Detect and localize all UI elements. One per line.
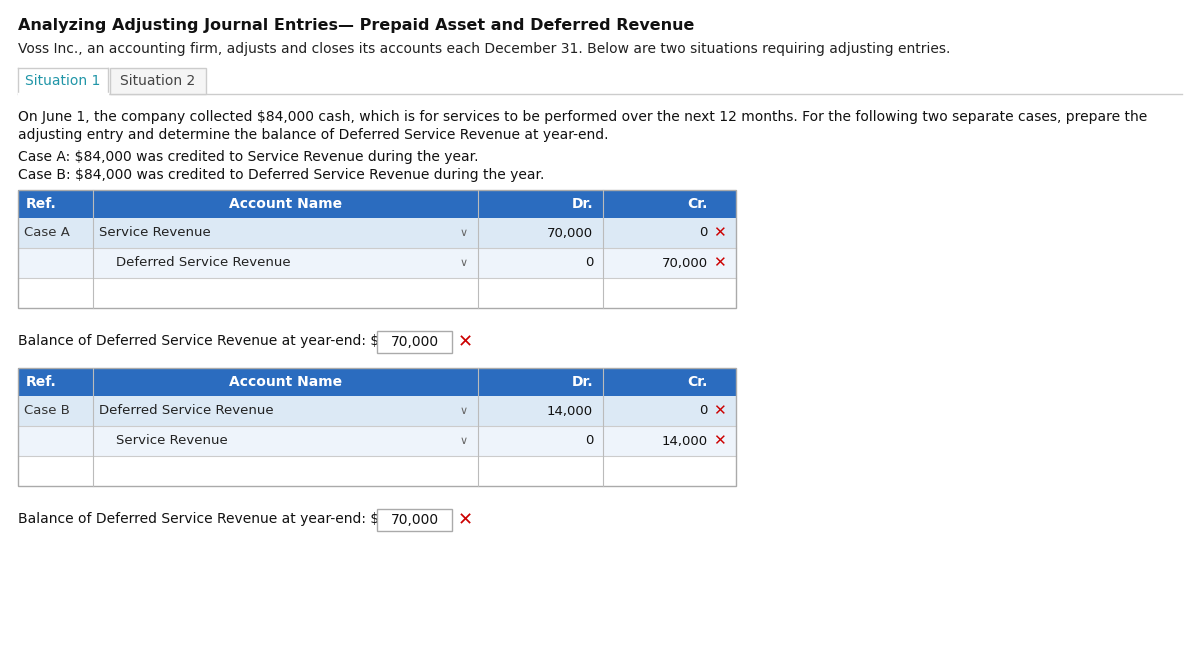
Text: Ref.: Ref.	[26, 375, 56, 389]
Text: 70,000: 70,000	[390, 513, 438, 527]
Bar	[18, 248, 736, 278]
Text: 0: 0	[584, 434, 593, 448]
Text: 14,000: 14,000	[547, 404, 593, 417]
Bar	[18, 278, 736, 308]
Bar	[18, 68, 108, 94]
Text: ✕: ✕	[458, 511, 473, 529]
Text: ∨: ∨	[460, 228, 468, 238]
Text: Case A: $84,000 was credited to Service Revenue during the year.: Case A: $84,000 was credited to Service …	[18, 150, 479, 164]
Text: On June 1, the company collected $84,000 cash, which is for services to be perfo: On June 1, the company collected $84,000…	[18, 110, 1147, 124]
Text: Voss Inc., an accounting firm, adjusts and closes its accounts each December 31.: Voss Inc., an accounting firm, adjusts a…	[18, 42, 950, 56]
Text: Account Name: Account Name	[229, 197, 342, 211]
Text: 0: 0	[700, 227, 708, 239]
Bar	[18, 190, 736, 308]
Bar	[18, 368, 736, 396]
Bar	[18, 456, 736, 486]
Text: Balance of Deferred Service Revenue at year-end: $: Balance of Deferred Service Revenue at y…	[18, 334, 379, 348]
Text: Cr.: Cr.	[688, 375, 708, 389]
Text: Situation 2: Situation 2	[120, 74, 196, 88]
Text: 70,000: 70,000	[390, 335, 438, 349]
Bar	[18, 190, 736, 218]
Text: 0: 0	[584, 256, 593, 269]
Bar	[18, 396, 736, 426]
Text: Case B: $84,000 was credited to Deferred Service Revenue during the year.: Case B: $84,000 was credited to Deferred…	[18, 168, 545, 182]
Bar	[18, 218, 736, 248]
Bar	[377, 331, 452, 353]
Text: ✕: ✕	[713, 404, 726, 419]
Text: ∨: ∨	[460, 258, 468, 268]
Text: Service Revenue: Service Revenue	[98, 227, 211, 239]
Text: Ref.: Ref.	[26, 197, 56, 211]
Text: Case A: Case A	[24, 227, 70, 239]
FancyBboxPatch shape	[110, 68, 206, 94]
Text: 0: 0	[700, 404, 708, 417]
Text: Balance of Deferred Service Revenue at year-end: $: Balance of Deferred Service Revenue at y…	[18, 512, 379, 526]
Text: ∨: ∨	[460, 436, 468, 446]
Text: Cr.: Cr.	[688, 197, 708, 211]
Text: adjusting entry and determine the balance of Deferred Service Revenue at year-en: adjusting entry and determine the balanc…	[18, 128, 608, 142]
Text: ✕: ✕	[713, 225, 726, 241]
Text: ✕: ✕	[713, 256, 726, 271]
Text: Analyzing Adjusting Journal Entries— Prepaid Asset and Deferred Revenue: Analyzing Adjusting Journal Entries— Pre…	[18, 18, 695, 33]
Text: Account Name: Account Name	[229, 375, 342, 389]
Text: Situation 1: Situation 1	[25, 74, 101, 88]
Text: Deferred Service Revenue: Deferred Service Revenue	[98, 404, 274, 417]
Text: ∨: ∨	[460, 406, 468, 416]
Text: ✕: ✕	[458, 333, 473, 351]
Text: Case B: Case B	[24, 404, 70, 417]
Text: 14,000: 14,000	[662, 434, 708, 448]
Text: 70,000: 70,000	[547, 227, 593, 239]
Bar	[18, 368, 736, 486]
Text: ✕: ✕	[713, 434, 726, 448]
Text: Deferred Service Revenue: Deferred Service Revenue	[98, 256, 290, 269]
Bar	[18, 426, 736, 456]
Text: Service Revenue: Service Revenue	[98, 434, 228, 448]
Bar	[377, 509, 452, 531]
Text: 70,000: 70,000	[662, 256, 708, 269]
Text: Dr.: Dr.	[571, 197, 593, 211]
Text: Dr.: Dr.	[571, 375, 593, 389]
